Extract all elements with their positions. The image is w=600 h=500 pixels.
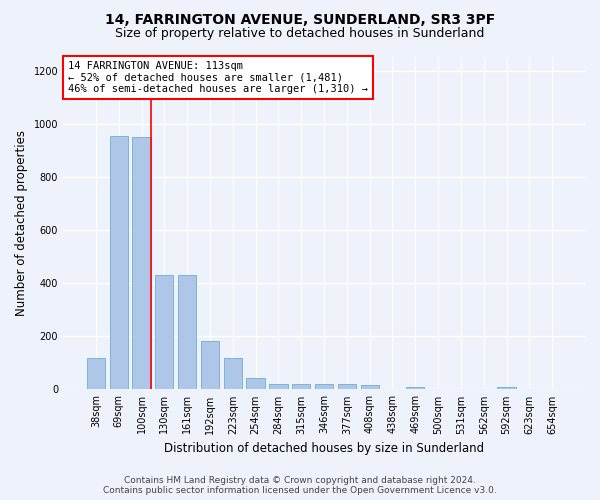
Bar (338, 384, 356, 390)
Bar (315, 384, 333, 390)
Text: 14 FARRINGTON AVENUE: 113sqm
← 52% of detached houses are smaller (1,481)
46% of: 14 FARRINGTON AVENUE: 113sqm ← 52% of de… (68, 61, 368, 94)
Bar (178, 275, 196, 390)
Bar (497, 388, 515, 390)
Bar (247, 378, 265, 390)
Bar (292, 384, 310, 390)
Bar (269, 384, 287, 390)
Bar (133, 137, 151, 390)
Bar (155, 275, 173, 390)
Y-axis label: Number of detached properties: Number of detached properties (15, 130, 28, 316)
Bar (201, 341, 219, 390)
Bar (406, 388, 424, 390)
Bar (87, 358, 105, 390)
Bar (361, 386, 379, 390)
Text: Contains HM Land Registry data © Crown copyright and database right 2024.
Contai: Contains HM Land Registry data © Crown c… (103, 476, 497, 495)
Bar (110, 136, 128, 390)
Text: Size of property relative to detached houses in Sunderland: Size of property relative to detached ho… (115, 28, 485, 40)
Text: 14, FARRINGTON AVENUE, SUNDERLAND, SR3 3PF: 14, FARRINGTON AVENUE, SUNDERLAND, SR3 3… (105, 12, 495, 26)
Bar (224, 358, 242, 390)
X-axis label: Distribution of detached houses by size in Sunderland: Distribution of detached houses by size … (164, 442, 484, 455)
